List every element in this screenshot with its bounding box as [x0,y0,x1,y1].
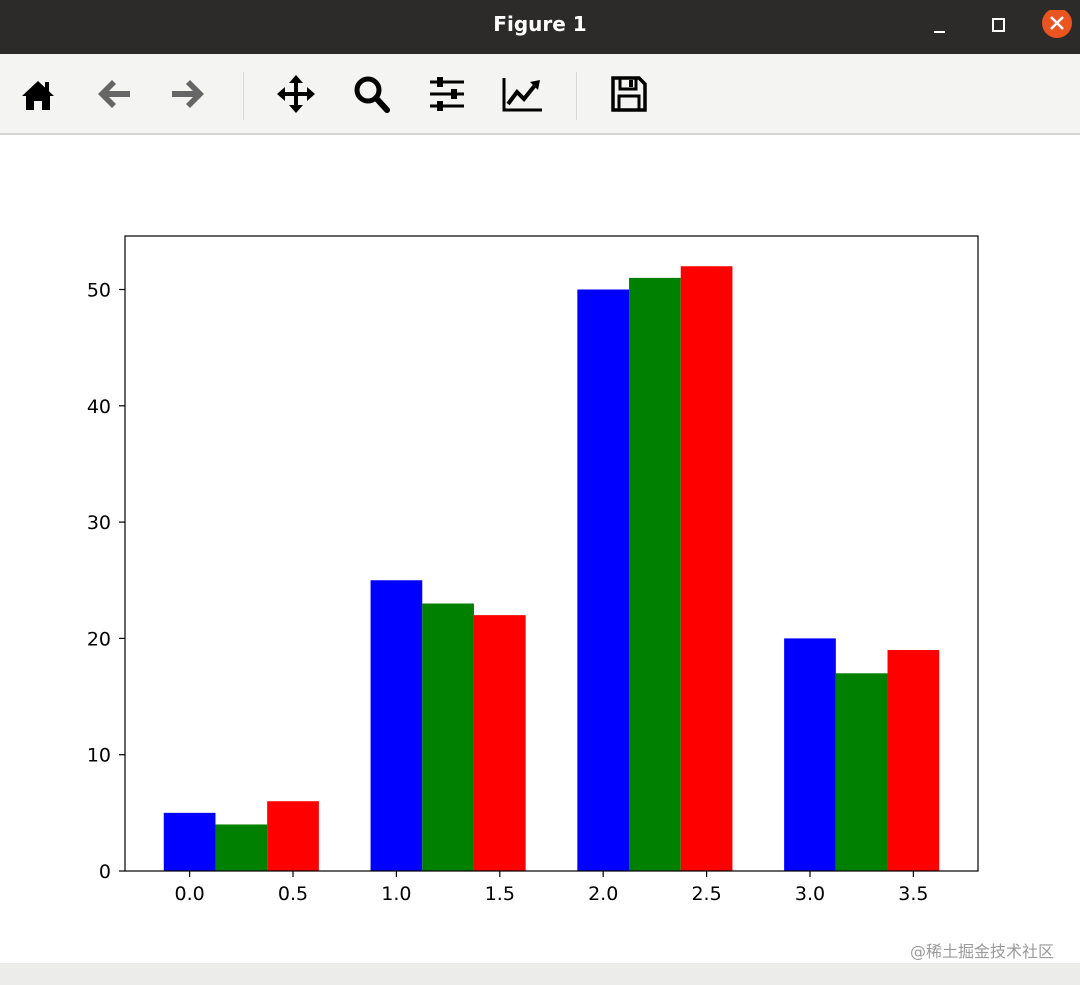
bar [370,580,423,871]
bar [422,603,474,871]
bar [577,289,630,871]
bar [473,615,526,871]
x-tick-label: 2.0 [588,883,618,905]
title-bar: Figure 1 [0,0,1080,54]
bar [680,266,733,871]
y-tick-label: 30 [87,512,111,534]
bar [887,650,940,871]
toolbar-divider [243,72,244,120]
y-tick-label: 20 [87,628,111,650]
toolbar [0,54,1080,135]
maximize-icon[interactable] [983,10,1015,42]
y-tick-label: 40 [87,396,111,418]
x-tick-label: 1.0 [381,883,411,905]
y-tick-label: 0 [99,861,111,883]
x-tick-label: 0.0 [175,883,205,905]
configure-subplots-icon[interactable] [427,74,467,114]
bar [629,277,681,871]
axes-frame [124,235,979,872]
toolbar-divider [576,72,577,120]
x-tick-label: 2.5 [691,883,721,905]
minimize-icon[interactable] [924,10,956,42]
bar [267,801,319,871]
home-icon[interactable] [18,74,58,114]
pan-icon[interactable] [276,74,316,114]
x-tick-label: 3.5 [898,883,928,905]
status-bar [0,963,1080,985]
edit-axis-icon[interactable] [502,74,542,114]
bar [784,638,836,871]
y-tick-label: 50 [87,279,111,301]
save-icon[interactable] [609,74,649,114]
bar [215,824,268,871]
bar [835,673,888,871]
zoom-icon[interactable] [351,74,391,114]
bar [163,812,216,871]
close-icon[interactable] [1041,10,1073,42]
y-tick-label: 10 [87,745,111,767]
back-icon[interactable] [94,74,134,114]
window-title: Figure 1 [493,12,587,36]
watermark: @稀土掘金技术社区 [909,942,1054,961]
x-tick-label: 1.5 [485,883,515,905]
forward-icon[interactable] [168,74,208,114]
x-tick-label: 0.5 [278,883,308,905]
bar-chart: 0.0 0.5 1.0 1.5 2.0 2.5 3.0 3.5 0 10 20 30 40 50 [87,235,979,905]
x-tick-label: 3.0 [795,883,825,905]
